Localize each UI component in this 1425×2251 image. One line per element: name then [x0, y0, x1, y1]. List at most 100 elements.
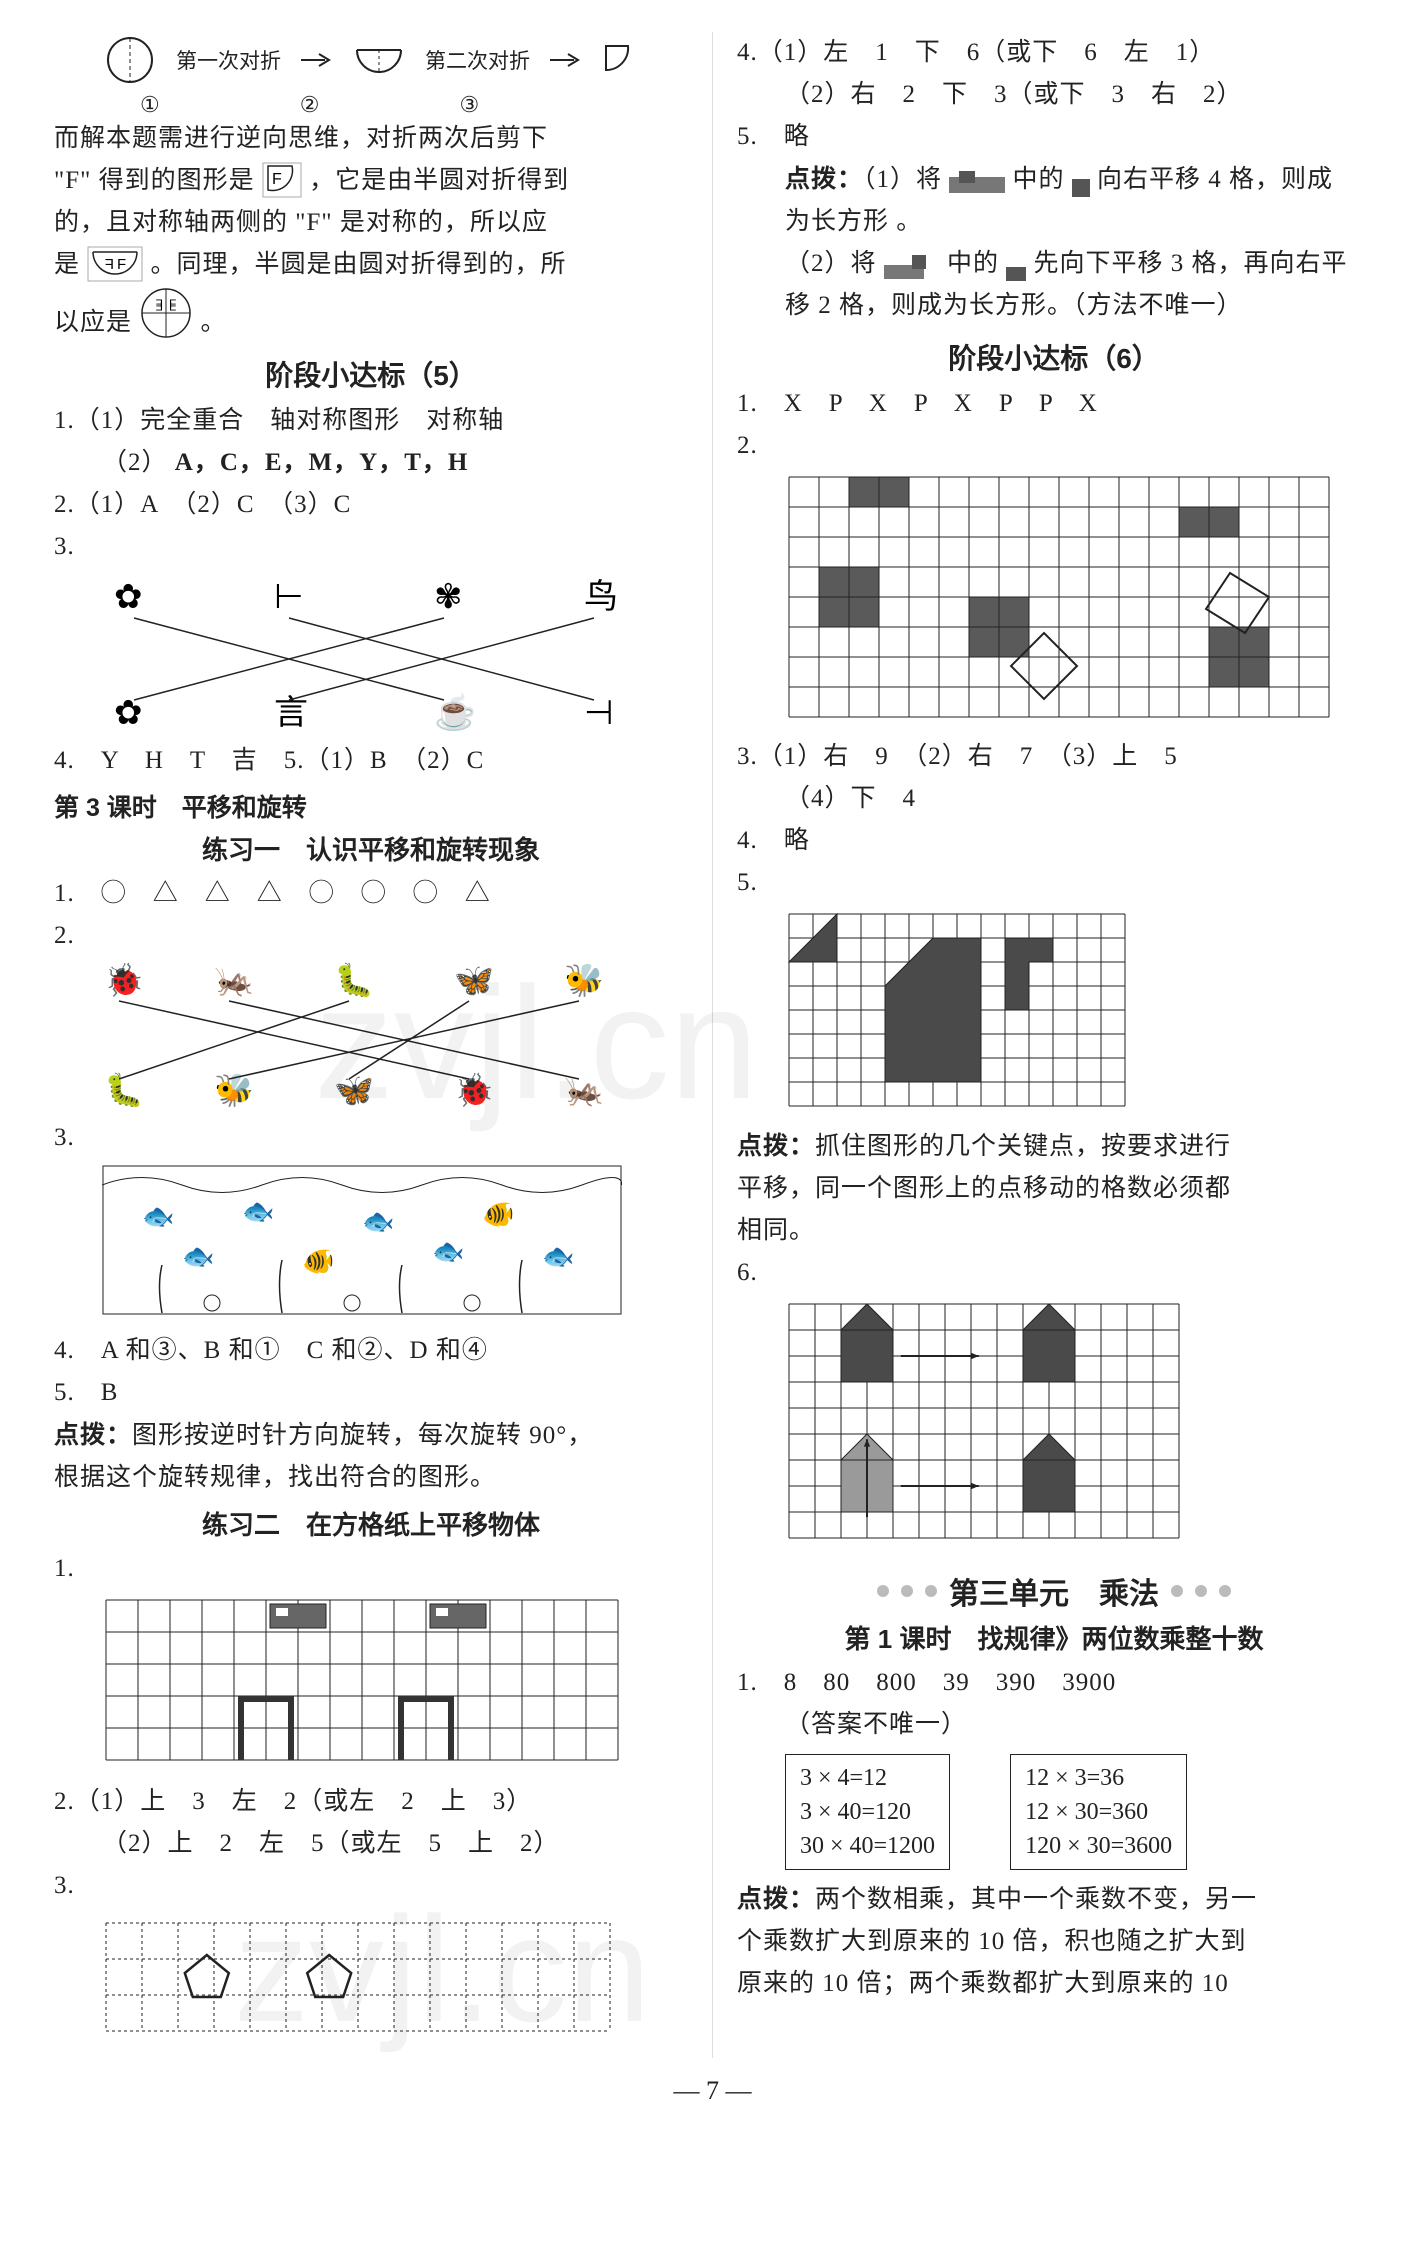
right-column: 4.（1）左 1 下 6（或下 6 左 1） （2）右 2 下 3（或下 3 右…	[737, 32, 1371, 2058]
arrow-icon	[548, 51, 582, 69]
paragraph: 以应是 F F F F 。	[54, 286, 688, 344]
paragraph: "F" 得到的图形是 F ，它是由半圆对折得到	[54, 160, 688, 202]
ex2-q3-label: 3.	[54, 1865, 688, 1907]
r-q3-2: （4）下 4	[737, 778, 1371, 820]
insect-match-diagram: 🐞🦗🐛🦋🐝 🐛🐝🦋🐞🦗 zvjl.cn	[94, 961, 688, 1111]
svg-text:🦋: 🦋	[334, 1072, 374, 1108]
dianbo-3: 点拨：抓住图形的几个关键点，按要求进行	[737, 1125, 1371, 1168]
r-q4: 4. 略	[737, 820, 1371, 862]
text: 以应是	[54, 309, 132, 336]
arrow-icon	[299, 51, 333, 69]
paragraph: 是 F F 。同理，半圆是由圆对折得到的，所	[54, 244, 688, 286]
dot-icon	[901, 1585, 913, 1597]
r-q6-label: 6.	[737, 1252, 1371, 1294]
text: 。同理，半圆是由圆对折得到的，所	[151, 251, 567, 278]
ex2-grid-1	[54, 1596, 688, 1771]
math-box-1: 3 × 4=12 3 × 40=120 30 × 40=1200	[785, 1754, 950, 1870]
text: （2）	[102, 449, 168, 476]
eq: 120 × 30=3600	[1025, 1829, 1172, 1863]
q2: 2.（1）A （2）C （3）C	[54, 484, 688, 526]
left-column: 第一次对折 第二次对折 ① ② ③ 而解本题需进行逆向思	[54, 32, 688, 2058]
dot-icon	[877, 1585, 889, 1597]
dianbo-label: 点拨：	[737, 1132, 815, 1160]
fold-num-1: ①	[140, 92, 160, 118]
dianbo-4: 点拨：两个数相乘，其中一个乘数不变，另一	[737, 1878, 1371, 1921]
matching-diagram: ✿⊢✾鸟 ✿言☕⊣	[94, 574, 688, 734]
eq: 3 × 40=120	[800, 1795, 935, 1829]
dianbo-1: 点拨：图形按逆时针方向旋转，每次旋转 90°，	[54, 1414, 688, 1457]
text: 是	[54, 251, 80, 278]
fold-numbers: ① ② ③	[54, 92, 688, 118]
eq: 30 × 40=1200	[800, 1829, 935, 1863]
dot-icon	[1219, 1585, 1231, 1597]
text: 抓住图形的几个关键点，按要求进行	[815, 1133, 1231, 1160]
svg-text:🦋: 🦋	[454, 962, 494, 998]
svg-text:F: F	[104, 256, 114, 273]
stage6-title: 阶段小达标（6）	[737, 337, 1371, 377]
text: 图形按逆时针方向旋转，每次旋转 90°，	[132, 1422, 593, 1449]
fold-label-2: 第二次对折	[425, 45, 530, 75]
ex1-q4: 4. A 和③、B 和① C 和②、D 和④	[54, 1330, 688, 1372]
text: 向右平移 4 格，则成	[1097, 166, 1333, 193]
svg-text:🐠: 🐠	[302, 1247, 334, 1276]
dot-icon	[925, 1585, 937, 1597]
mini-square-icon	[1072, 179, 1090, 197]
svg-text:🐟: 🐟	[432, 1237, 464, 1266]
dot-icon	[1195, 1585, 1207, 1597]
eq: 12 × 30=360	[1025, 1795, 1172, 1829]
dianbo-r1: 点拨：（1）将 中的 向右平移 4 格，则成	[737, 158, 1371, 201]
fish-scene: 🐟🐟🐟🐠 🐟🐠🐟🐟	[54, 1165, 688, 1320]
eq: 12 × 3=36	[1025, 1761, 1172, 1795]
q1-2: （2） A，C，E，M，Y，T，H	[54, 442, 688, 484]
dianbo-r2: （2）将 中的 先向下平移 3 格，再向右平	[737, 243, 1371, 285]
svg-text:🐟: 🐟	[182, 1242, 214, 1271]
text: 两个数相乘，其中一个乘数不变，另一	[815, 1886, 1257, 1913]
text: 先向下平移 3 格，再向右平	[1034, 250, 1348, 277]
text: 。	[201, 309, 227, 336]
quarter-icon	[600, 40, 636, 80]
svg-text:🐠: 🐠	[482, 1200, 514, 1229]
dianbo-3c: 相同。	[737, 1210, 1371, 1252]
stage6-grid-5	[737, 910, 1371, 1115]
svg-text:🦗: 🦗	[214, 962, 254, 998]
text: （2）将	[785, 250, 877, 277]
fold-num-3: ③	[459, 92, 479, 118]
math-boxes: 3 × 4=12 3 × 40=120 30 × 40=1200 12 × 3=…	[737, 1754, 1371, 1870]
dot-icon	[1171, 1585, 1183, 1597]
stage5-title: 阶段小达标（5）	[54, 354, 688, 394]
text: ，它是由半圆对折得到	[309, 167, 569, 194]
dianbo-r1d: 为长方形 。	[737, 201, 1371, 243]
mini-shape-icon	[949, 171, 1005, 197]
ff-semicircle-icon: F F	[87, 246, 143, 282]
stage6-grid-6	[737, 1300, 1371, 1555]
letters: A，C，E，M，Y，T，H	[175, 449, 469, 476]
ff-circle-icon: F F F F	[139, 286, 193, 340]
ex2-q2-1: 2.（1）上 3 左 2（或左 2 上 3）	[54, 1781, 688, 1823]
dianbo-4c: 原来的 10 倍；两个乘数都扩大到原来的 10	[737, 1963, 1371, 2005]
svg-text:⊣: ⊣	[584, 694, 614, 732]
r-q5b-label: 5.	[737, 862, 1371, 904]
svg-text:🐞: 🐞	[104, 962, 144, 998]
mini-shape-icon	[884, 255, 940, 281]
paragraph: 的，且对称轴两侧的 "F" 是对称的，所以应	[54, 202, 688, 244]
svg-text:🐝: 🐝	[564, 962, 604, 998]
ex1-q1: 1. ◯ △ △ △ ◯ ◯ ◯ △	[54, 873, 688, 915]
dianbo-1c: 根据这个旋转规律，找出符合的图形。	[54, 1457, 688, 1499]
f-quarter-icon: F	[262, 162, 302, 198]
dianbo-label: 点拨：	[785, 165, 863, 193]
r-q3-1: 3.（1）右 9 （2）右 7 （3）上 5	[737, 736, 1371, 778]
math-box-2: 12 × 3=36 12 × 30=360 120 × 30=3600	[1010, 1754, 1187, 1870]
stage6-grid-2	[737, 473, 1371, 726]
ex1-q2-label: 2.	[54, 915, 688, 957]
unit3-title: 第三单元 乘法	[737, 1569, 1371, 1613]
r-q2-label: 2.	[737, 425, 1371, 467]
text: 中的	[1013, 166, 1065, 193]
r-q4-1: 4.（1）左 1 下 6（或下 6 左 1）	[737, 32, 1371, 74]
semicircle-icon	[351, 40, 407, 80]
svg-text:✿: ✿	[114, 694, 143, 732]
svg-text:🐟: 🐟	[362, 1207, 394, 1236]
svg-text:F: F	[117, 256, 127, 273]
dianbo-3b: 平移，同一个图形上的点移动的格数必须都	[737, 1168, 1371, 1210]
svg-text:鸟: 鸟	[584, 578, 618, 616]
svg-text:F: F	[169, 299, 177, 313]
